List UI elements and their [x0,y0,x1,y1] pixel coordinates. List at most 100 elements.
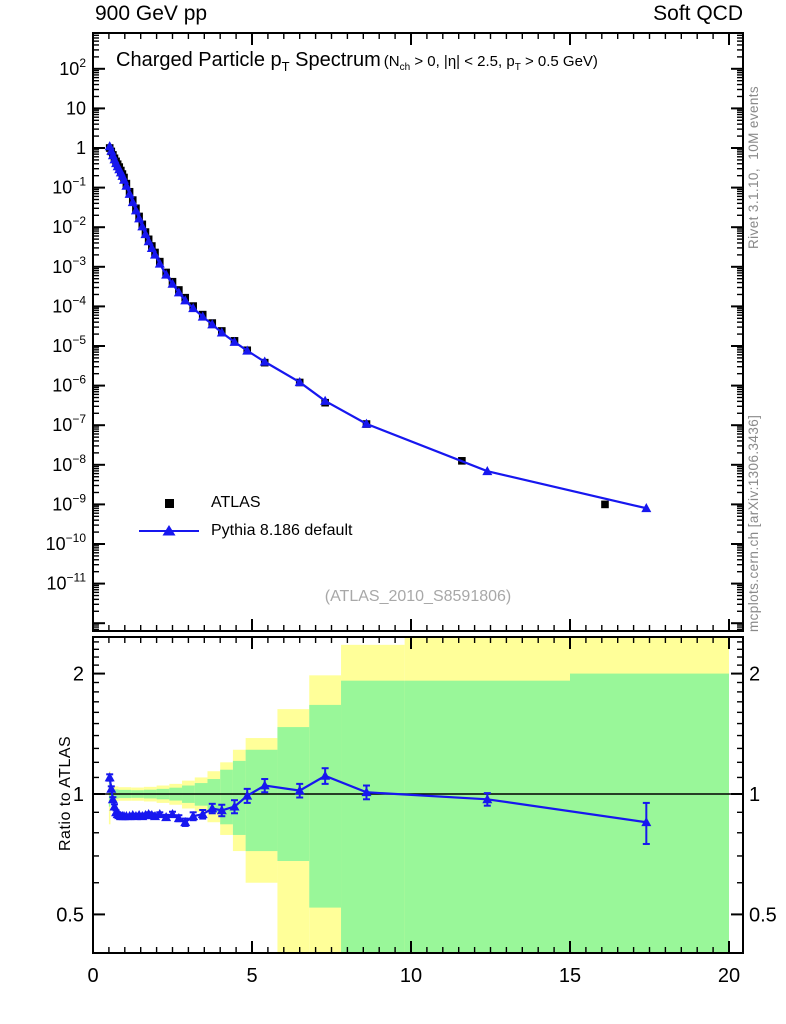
x-tick-label: 15 [559,965,581,987]
data-point-triangle [143,236,154,246]
data-point-triangle [124,188,135,198]
data-point-triangle [109,801,120,811]
x-tick-label: 5 [246,965,257,987]
data-point-triangle [229,801,240,811]
data-point-triangle [107,794,118,804]
band-bin [341,680,405,952]
rivet-version-note: Rivet 3.1.10, 10M events [746,85,761,249]
ratio-y-label-right: 2 [749,664,760,686]
data-point-triangle [134,213,145,223]
ratio-y-label-left: 0.5 [56,904,84,926]
data-point-triangle [161,269,172,279]
data-point-triangle [130,205,141,215]
data-point-triangle [207,319,218,329]
y-tick-label: 10−6 [52,373,86,396]
y-tick-label: 10−9 [52,491,86,514]
data-point-triangle [482,465,493,476]
title-main: Charged Particle p [116,49,282,71]
x-tick-label: 0 [87,965,98,987]
legend: ATLAS Pythia 8.186 default [137,489,352,545]
data-point-triangle [127,196,138,207]
data-point-triangle [641,503,652,513]
y-tick-label: 10−4 [52,293,86,316]
ratio-y-label-right: 0.5 [749,904,777,926]
data-point-triangle [320,395,331,405]
blue-triangle-line-marker-icon [137,523,201,539]
data-point-triangle [361,418,372,428]
data-point-triangle [216,805,227,815]
ratio-y-tick-labels: 0.5 0.5 1 1 2 2 [56,664,777,927]
y-tick-label: 1 [76,138,86,158]
data-point-triangle [361,787,372,797]
data-point-triangle [167,809,178,819]
data-point-triangle [146,242,157,252]
data-point-triangle [294,376,305,387]
black-square-marker-icon [137,495,201,511]
ratio-axis-title: Ratio to ATLAS [57,735,74,851]
data-point-triangle [121,180,132,190]
legend-label-pythia: Pythia 8.186 default [211,522,353,539]
x-tick-label: 20 [718,965,740,987]
x-tick-label: 10 [400,965,422,987]
ratio-y-label-left: 2 [73,664,84,686]
pythia-line [108,145,647,510]
data-point-triangle [242,790,253,800]
y-tick-label: 10−8 [52,452,86,475]
analysis-id-watermark: (ATLAS_2010_S8591806) [324,588,512,605]
data-point-triangle [173,812,184,823]
title-rest: Spectrum [289,49,381,71]
band-bin [245,749,278,852]
data-point-triangle [197,809,208,819]
main-y-ticks [93,34,743,631]
data-point-triangle [229,336,240,346]
data-point-triangle [207,803,218,813]
data-point-triangle [482,794,493,804]
y-tick-label: 10−1 [52,175,86,198]
data-point-triangle [294,785,305,795]
data-point-triangle [154,809,165,819]
data-point-triangle [216,327,227,337]
data-point-triangle [259,780,270,790]
data-point-square [601,500,609,509]
ratio-series [104,767,652,845]
band-bin [570,673,729,952]
data-point-triangle [188,303,199,313]
data-point-triangle [150,249,161,259]
band-bin [404,680,570,952]
x-tick-labels: 0 5 10 15 20 [87,965,740,987]
data-point-triangle [242,345,253,355]
y-tick-label: 10−10 [46,531,87,554]
y-tick-label: 10−2 [52,214,86,237]
mcplots-arxiv-note: mcplots.cern.ch [arXiv:1306.3436] [746,414,761,632]
y-tick-label: 102 [59,56,86,79]
y-tick-label: 10−5 [52,333,86,356]
data-point-triangle [197,311,208,321]
title-sub-T: T [281,59,290,74]
legend-item-pythia: Pythia 8.186 default [137,517,352,545]
data-point-triangle [140,228,151,239]
plot-title: Charged Particle pT Spectrum (Nch > 0, |η… [116,49,598,74]
data-point-triangle [320,770,331,780]
legend-label-atlas: ATLAS [211,494,261,511]
data-point-triangle [137,221,148,231]
data-point-triangle [161,811,172,822]
atlas-series [105,144,609,509]
selection-cuts: (Nch > 0, |η| < 2.5, pT > 0.5 GeV) [383,53,598,73]
data-point-triangle [180,295,191,305]
ratio-y-label-right: 1 [749,784,760,806]
data-point-triangle [259,356,270,366]
ratio-y-label-left: 1 [73,784,84,806]
data-point-triangle [167,278,178,288]
pythia-series [104,141,652,513]
main-plot-frame [92,32,744,632]
data-point-triangle [106,783,117,793]
data-point-triangle [104,772,115,782]
beam-energy-label: 900 GeV pp [95,2,208,25]
main-y-tick-labels: 102 10 1 10−1 10−2 10−3 10−4 10−5 10−6 10−7 10−8 10… [46,56,87,594]
y-tick-label: 10−3 [52,254,86,277]
data-point-triangle [180,817,191,827]
band-bin [309,704,342,908]
legend-item-atlas: ATLAS [137,489,352,517]
